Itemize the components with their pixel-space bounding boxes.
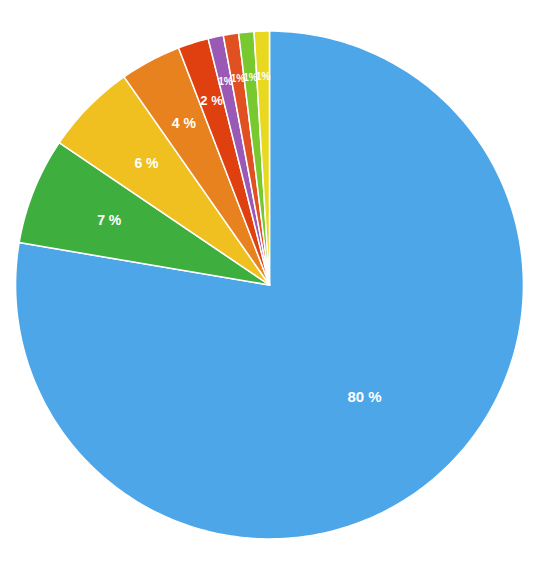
svg-text:2 %: 2 % <box>200 93 223 108</box>
svg-text:7 %: 7 % <box>97 212 122 228</box>
svg-text:80 %: 80 % <box>347 388 381 405</box>
svg-text:1%: 1% <box>256 71 271 82</box>
svg-text:4 %: 4 % <box>172 115 197 131</box>
svg-text:1%: 1% <box>230 73 246 85</box>
svg-text:1%: 1% <box>243 71 258 83</box>
svg-text:6 %: 6 % <box>134 155 159 171</box>
svg-text:1%: 1% <box>218 75 233 87</box>
